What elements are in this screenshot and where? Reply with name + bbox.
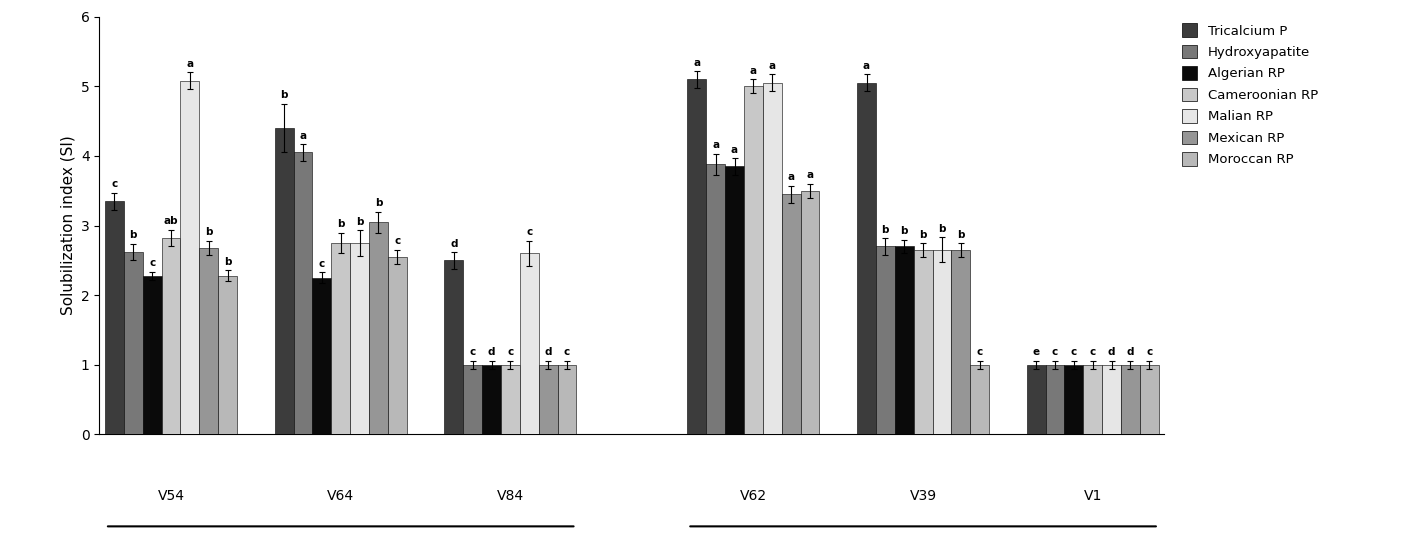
Text: b: b: [280, 90, 288, 100]
Text: b: b: [224, 257, 231, 267]
Text: b: b: [375, 198, 382, 208]
Legend: Tricalcium P, Hydroxyapatite, Algerian RP, Cameroonian RP, Malian RP, Mexican RP: Tricalcium P, Hydroxyapatite, Algerian R…: [1181, 23, 1318, 167]
Text: d: d: [450, 238, 457, 248]
Text: V54: V54: [158, 489, 185, 503]
Text: ab: ab: [163, 216, 179, 226]
Bar: [199, 248, 219, 434]
Bar: [105, 201, 124, 434]
Bar: [763, 83, 781, 434]
Bar: [933, 250, 951, 434]
Text: V1: V1: [1083, 489, 1102, 503]
Bar: [913, 250, 933, 434]
Bar: [1140, 365, 1159, 434]
Text: b: b: [939, 224, 946, 234]
Bar: [294, 153, 312, 434]
Text: c: c: [1146, 347, 1153, 357]
Text: c: c: [977, 347, 983, 357]
Text: d: d: [488, 347, 496, 357]
Text: e: e: [1032, 347, 1039, 357]
Text: c: c: [527, 227, 532, 237]
Text: a: a: [768, 61, 775, 71]
Bar: [143, 276, 162, 434]
Text: b: b: [204, 227, 213, 237]
Bar: [501, 365, 520, 434]
Text: d: d: [1108, 347, 1115, 357]
Y-axis label: Solubilization index (SI): Solubilization index (SI): [60, 136, 75, 315]
Text: b: b: [356, 217, 364, 227]
Text: b: b: [900, 226, 907, 236]
Bar: [895, 246, 913, 434]
Text: b: b: [957, 229, 964, 240]
Bar: [351, 243, 369, 434]
Text: c: c: [564, 347, 569, 357]
Bar: [1027, 365, 1045, 434]
Bar: [162, 238, 180, 434]
Bar: [180, 81, 199, 434]
Bar: [463, 365, 483, 434]
Bar: [801, 190, 819, 434]
Text: b: b: [882, 224, 889, 234]
Text: b: b: [919, 229, 927, 240]
Bar: [520, 253, 538, 434]
Bar: [951, 250, 970, 434]
Bar: [687, 80, 706, 434]
Text: c: c: [1071, 347, 1076, 357]
Text: c: c: [507, 347, 514, 357]
Text: V64: V64: [327, 489, 354, 503]
Bar: [876, 246, 895, 434]
Text: d: d: [544, 347, 552, 357]
Bar: [558, 365, 577, 434]
Bar: [706, 164, 726, 434]
Text: b: b: [129, 230, 138, 240]
Bar: [312, 278, 331, 434]
Text: a: a: [186, 59, 193, 69]
Text: V84: V84: [497, 489, 524, 503]
Bar: [781, 194, 801, 434]
Bar: [858, 83, 876, 434]
Bar: [219, 276, 237, 434]
Text: c: c: [470, 347, 476, 357]
Text: a: a: [300, 131, 307, 141]
Bar: [538, 365, 558, 434]
Text: a: a: [788, 173, 795, 183]
Bar: [388, 257, 406, 434]
Text: a: a: [731, 145, 738, 154]
Bar: [970, 365, 990, 434]
Bar: [331, 243, 351, 434]
Text: c: c: [111, 179, 118, 189]
Bar: [444, 261, 463, 434]
Bar: [274, 128, 294, 434]
Text: d: d: [1126, 347, 1135, 357]
Text: V39: V39: [910, 489, 937, 503]
Bar: [1083, 365, 1102, 434]
Bar: [1120, 365, 1140, 434]
Text: c: c: [395, 237, 400, 246]
Bar: [483, 365, 501, 434]
Text: c: c: [1052, 347, 1058, 357]
Text: a: a: [750, 66, 757, 76]
Text: a: a: [863, 61, 870, 71]
Text: a: a: [693, 57, 700, 67]
Text: V62: V62: [740, 489, 767, 503]
Text: b: b: [337, 219, 345, 229]
Bar: [124, 252, 143, 434]
Bar: [1102, 365, 1120, 434]
Bar: [744, 86, 763, 434]
Text: c: c: [149, 258, 155, 268]
Text: a: a: [711, 140, 720, 150]
Bar: [1065, 365, 1083, 434]
Text: a: a: [807, 170, 814, 180]
Bar: [1045, 365, 1065, 434]
Bar: [369, 222, 388, 434]
Text: c: c: [318, 259, 325, 269]
Bar: [726, 167, 744, 434]
Text: c: c: [1089, 347, 1096, 357]
